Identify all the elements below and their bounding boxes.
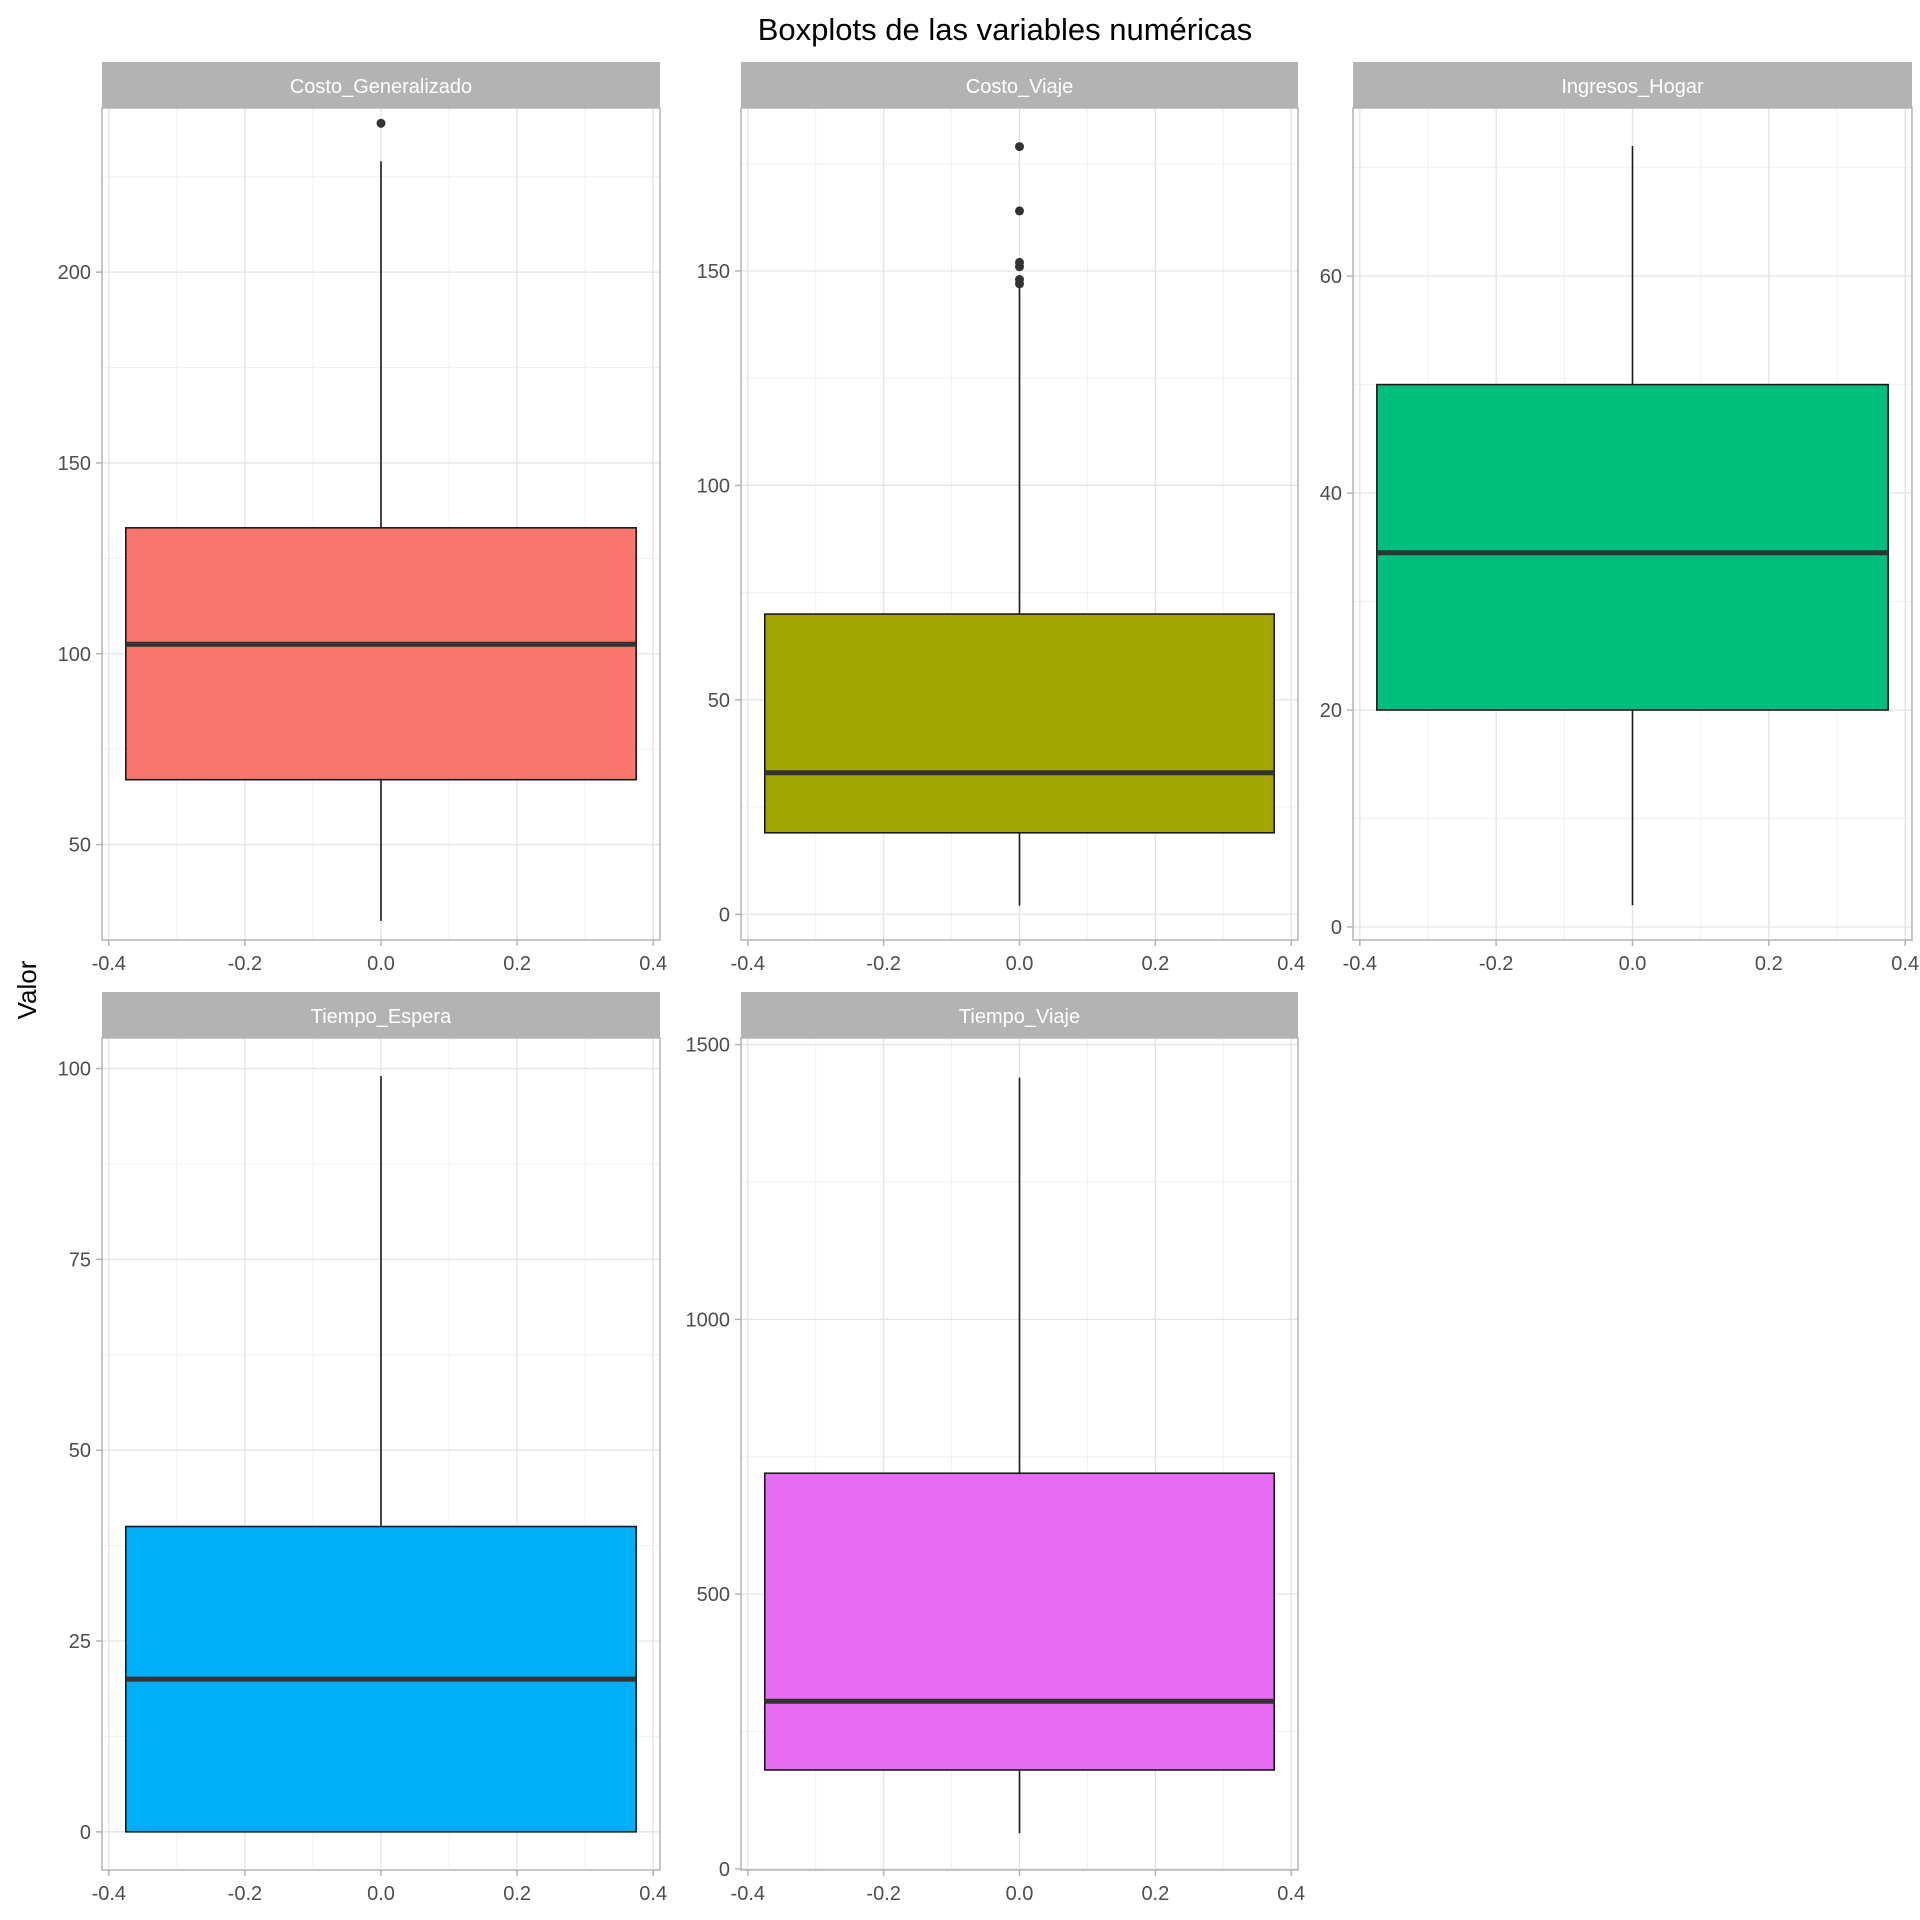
y-tick-label: 100 [697,475,730,497]
x-tick-label: 0.2 [503,953,531,975]
chart-title: Boxplots de las variables numéricas [758,12,1253,47]
x-tick-label: 0.4 [1891,953,1919,975]
x-tick-label: 0.2 [1141,953,1169,975]
box-iqr [125,527,637,781]
box-iqr [763,1472,1276,1771]
x-tick-label: 0.4 [639,1883,667,1905]
x-tick-label: 0.4 [1277,1883,1305,1905]
y-tick-label: 1000 [686,1309,731,1331]
y-tick-label: 100 [58,644,91,666]
y-tick-label: 50 [69,835,91,857]
x-tick-label: -0.4 [92,1883,126,1905]
x-tick-label: -0.2 [866,1883,900,1905]
y-tick-label: 20 [1320,700,1342,722]
outlier-point [1015,206,1024,216]
y-tick-label: 0 [80,1822,91,1844]
y-tick-label: 500 [697,1584,730,1606]
outlier-point [1015,257,1024,267]
panel-tiempo-viaje: Tiempo_Viaje -0.4 -0.2 0.0 0.2 0.4 0 500 1000 150… [686,992,1305,1905]
facet-strip [102,62,660,108]
facet-strip-label: Tiempo_Espera [311,1006,452,1028]
y-tick-label: 0 [719,1859,730,1881]
y-tick-label: 150 [697,261,730,283]
x-tick-label: 0.2 [503,1883,531,1905]
y-tick-label: 25 [69,1631,91,1653]
box-iqr [763,613,1276,834]
x-tick-label: -0.2 [866,953,900,975]
panel-costo-viaje: Costo_Viaje -0.4 -0.2 0.0 0.2 0.4 0 50 100 150 [697,62,1305,975]
y-tick-label: 60 [1320,266,1342,288]
y-tick-label: 0 [719,904,730,926]
facet-panels: Costo_Generalizado -0.4 -0.2 0.0 0.2 0.4 50 100… [58,62,1919,1905]
panel-tiempo-espera: Tiempo_Espera -0.4 -0.2 0.0 0.2 0.4 0 25 50 75 100 [58,992,667,1905]
x-tick-label: 0.0 [367,1883,395,1905]
y-tick-label: 150 [58,453,91,475]
x-tick-label: -0.2 [228,953,262,975]
x-tick-label: 0.0 [1619,953,1647,975]
facet-strip-label: Costo_Viaje [966,76,1073,98]
x-tick-label: -0.2 [1479,953,1513,975]
x-tick-label: 0.4 [1277,953,1305,975]
x-tick-label: 0.0 [1006,953,1034,975]
facet-strip [741,62,1298,108]
outlier-point [1015,142,1024,152]
facet-strip [102,992,660,1038]
y-tick-label: 100 [58,1059,91,1081]
x-tick-label: -0.4 [731,1883,765,1905]
facet-strip [1353,62,1912,108]
panel-costo-generalizado: Costo_Generalizado -0.4 -0.2 0.0 0.2 0.4 50 100… [58,62,667,975]
outlier-point [376,118,386,128]
facet-strip-label: Tiempo_Viaje [959,1006,1080,1028]
x-tick-label: 0.0 [367,953,395,975]
facet-strip-label: Ingresos_Hogar [1561,76,1704,98]
x-tick-label: 0.2 [1141,1883,1169,1905]
x-tick-label: -0.4 [731,953,765,975]
x-tick-label: 0.0 [1006,1883,1034,1905]
y-tick-label: 0 [1331,917,1342,939]
x-tick-label: 0.2 [1755,953,1783,975]
x-tick-label: -0.4 [92,953,126,975]
outlier-point [1015,275,1024,285]
y-axis-title: Valor [12,960,42,1019]
facet-strip [741,992,1298,1038]
x-tick-label: -0.2 [228,1883,262,1905]
box-iqr [1376,383,1889,711]
y-tick-label: 200 [58,262,91,284]
y-tick-label: 40 [1320,483,1342,505]
y-tick-label: 50 [708,690,730,712]
panel-ingresos-hogar: Ingresos_Hogar -0.4 -0.2 0.0 0.2 0.4 0 20 40 60 [1320,62,1919,975]
y-tick-label: 1500 [686,1035,731,1057]
x-tick-label: 0.4 [639,953,667,975]
y-tick-label: 50 [69,1440,91,1462]
facet-strip-label: Costo_Generalizado [290,76,472,98]
x-tick-label: -0.4 [1343,953,1377,975]
y-tick-label: 75 [69,1249,91,1271]
